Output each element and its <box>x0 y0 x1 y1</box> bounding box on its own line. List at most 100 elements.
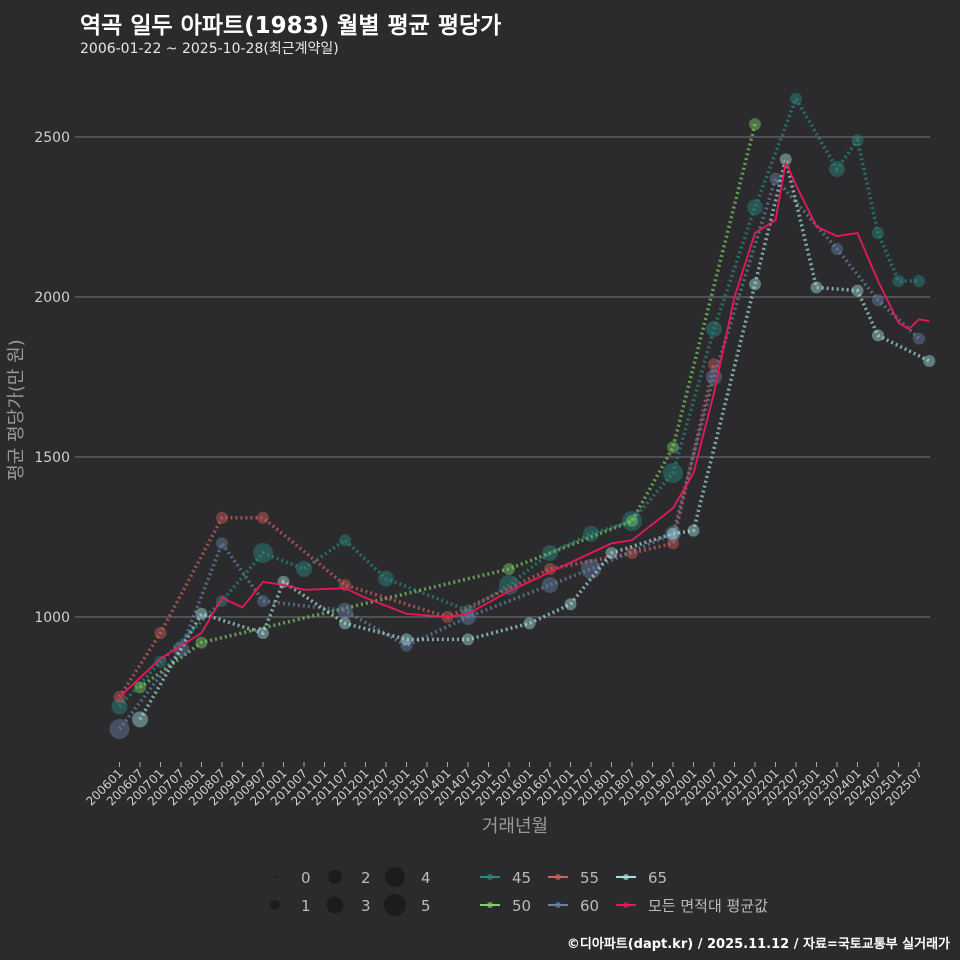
data-point-65 <box>132 711 148 728</box>
data-point-60 <box>216 537 228 550</box>
data-point-60 <box>542 577 558 593</box>
data-point-45 <box>872 227 884 239</box>
data-point-65 <box>605 547 618 559</box>
data-point-65 <box>872 329 884 342</box>
data-point-55 <box>544 563 556 575</box>
data-point-65 <box>923 355 936 367</box>
data-point-45 <box>790 92 802 105</box>
size-legend-circle <box>273 875 277 879</box>
data-point-60 <box>769 172 782 185</box>
data-point-50 <box>134 681 146 694</box>
data-point-45 <box>339 534 351 547</box>
data-point-65 <box>810 281 823 294</box>
y-tick-label: 1000 <box>34 610 70 626</box>
series-line-60 <box>118 175 921 731</box>
size-legend-circle <box>326 896 344 914</box>
legend-marker-2 <box>555 874 561 880</box>
series-line-45 <box>118 94 919 708</box>
legend-marker-4 <box>623 874 629 880</box>
data-point-60 <box>400 639 413 652</box>
data-point-55 <box>667 537 679 550</box>
size-legend-label: 1 <box>301 897 311 915</box>
size-legend-label: 4 <box>421 869 431 887</box>
data-point-55 <box>626 547 638 559</box>
data-point-50 <box>749 118 761 131</box>
legend-marker-5 <box>623 902 629 908</box>
legend-marker-3 <box>555 902 561 908</box>
legend-label: 50 <box>512 897 531 915</box>
chart-subtitle: 2006-01-22 ~ 2025-10-28(최근계약일) <box>80 41 339 57</box>
data-point-65 <box>462 633 474 646</box>
legend-label: 모든 면적대 평균값 <box>648 897 768 915</box>
data-point-65 <box>339 617 351 630</box>
data-point-45 <box>296 561 312 577</box>
legend-label: 60 <box>580 897 599 915</box>
y-tick-label: 2500 <box>34 130 70 146</box>
series-line-55 <box>118 363 716 698</box>
data-point-50 <box>667 441 679 454</box>
legend-label: 45 <box>512 869 531 887</box>
size-legend-circle <box>384 894 406 916</box>
data-point-45 <box>622 511 642 531</box>
chart-title: 역곡 일두 아파트(1983) 월별 평균 평당가 <box>80 13 502 39</box>
size-legend-label: 0 <box>301 869 311 887</box>
data-point-45 <box>253 543 273 563</box>
data-point-60 <box>665 525 681 542</box>
series-line-average <box>118 159 930 698</box>
credit-text: ©디아파트(dapt.kr) / 2025.11.12 / 자료=국토교통부 실… <box>566 937 950 952</box>
data-point-60 <box>872 294 884 307</box>
data-point-45 <box>706 321 722 337</box>
data-point-50 <box>626 515 638 527</box>
data-point-60 <box>581 559 601 579</box>
data-point-45 <box>851 134 864 147</box>
data-point-45 <box>913 275 925 287</box>
data-point-45 <box>829 161 845 177</box>
data-point-60 <box>706 369 722 385</box>
legend-label: 55 <box>580 869 599 887</box>
size-legend-label: 2 <box>361 869 371 887</box>
data-point-45 <box>892 275 905 287</box>
data-point-65 <box>400 633 413 646</box>
y-axis-title: 평균 평당가(만 원) <box>6 339 27 480</box>
data-point-50 <box>503 563 515 575</box>
data-point-60 <box>257 595 269 607</box>
data-point-55 <box>708 358 720 371</box>
legend-marker-0 <box>487 874 493 880</box>
data-point-60 <box>109 719 130 739</box>
data-point-45 <box>111 698 128 715</box>
data-point-45 <box>747 199 763 216</box>
data-point-65 <box>687 524 700 537</box>
data-point-65 <box>749 278 761 291</box>
data-point-45 <box>663 463 683 483</box>
data-point-65 <box>257 627 269 639</box>
data-point-65 <box>779 153 792 166</box>
data-point-65 <box>523 617 536 630</box>
size-legend-circle <box>385 867 405 887</box>
data-point-45 <box>154 655 167 668</box>
size-legend-label: 5 <box>421 897 431 915</box>
data-point-60 <box>913 332 925 345</box>
data-point-55 <box>257 511 269 524</box>
data-point-65 <box>195 607 208 620</box>
data-point-65 <box>851 284 864 297</box>
data-point-55 <box>216 511 228 524</box>
data-point-65 <box>667 527 679 540</box>
data-point-50 <box>195 636 208 649</box>
series-line-65 <box>138 158 931 721</box>
data-point-45 <box>378 570 394 587</box>
data-point-60 <box>460 609 476 625</box>
size-legend-circle <box>270 900 280 910</box>
size-legend-circle <box>328 870 342 884</box>
data-point-60 <box>831 243 843 255</box>
legend-marker-1 <box>487 902 493 908</box>
y-tick-label: 1500 <box>34 450 70 466</box>
size-legend-label: 3 <box>361 897 371 915</box>
y-tick-label: 2000 <box>34 290 70 306</box>
data-point-60 <box>337 602 353 619</box>
data-point-65 <box>564 598 577 611</box>
data-point-55 <box>154 627 167 639</box>
legend-label: 65 <box>648 869 667 887</box>
x-axis-title: 거래년월 <box>482 816 548 837</box>
